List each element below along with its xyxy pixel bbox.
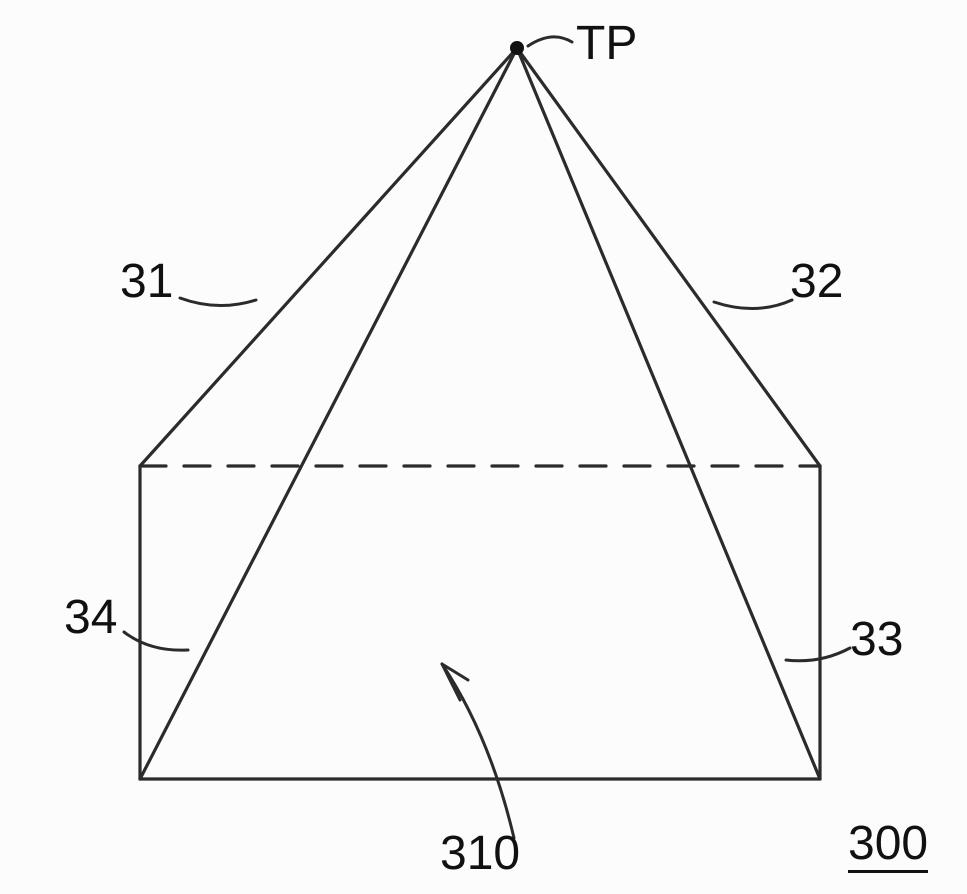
pyramid-diagram (0, 0, 967, 894)
label-31: 31 (120, 258, 173, 306)
label-tp: TP (576, 20, 637, 68)
label-34: 34 (64, 594, 117, 642)
label-32: 32 (790, 258, 843, 306)
label-310: 310 (440, 830, 520, 878)
label-300: 300 (848, 820, 928, 873)
label-33: 33 (850, 616, 903, 664)
